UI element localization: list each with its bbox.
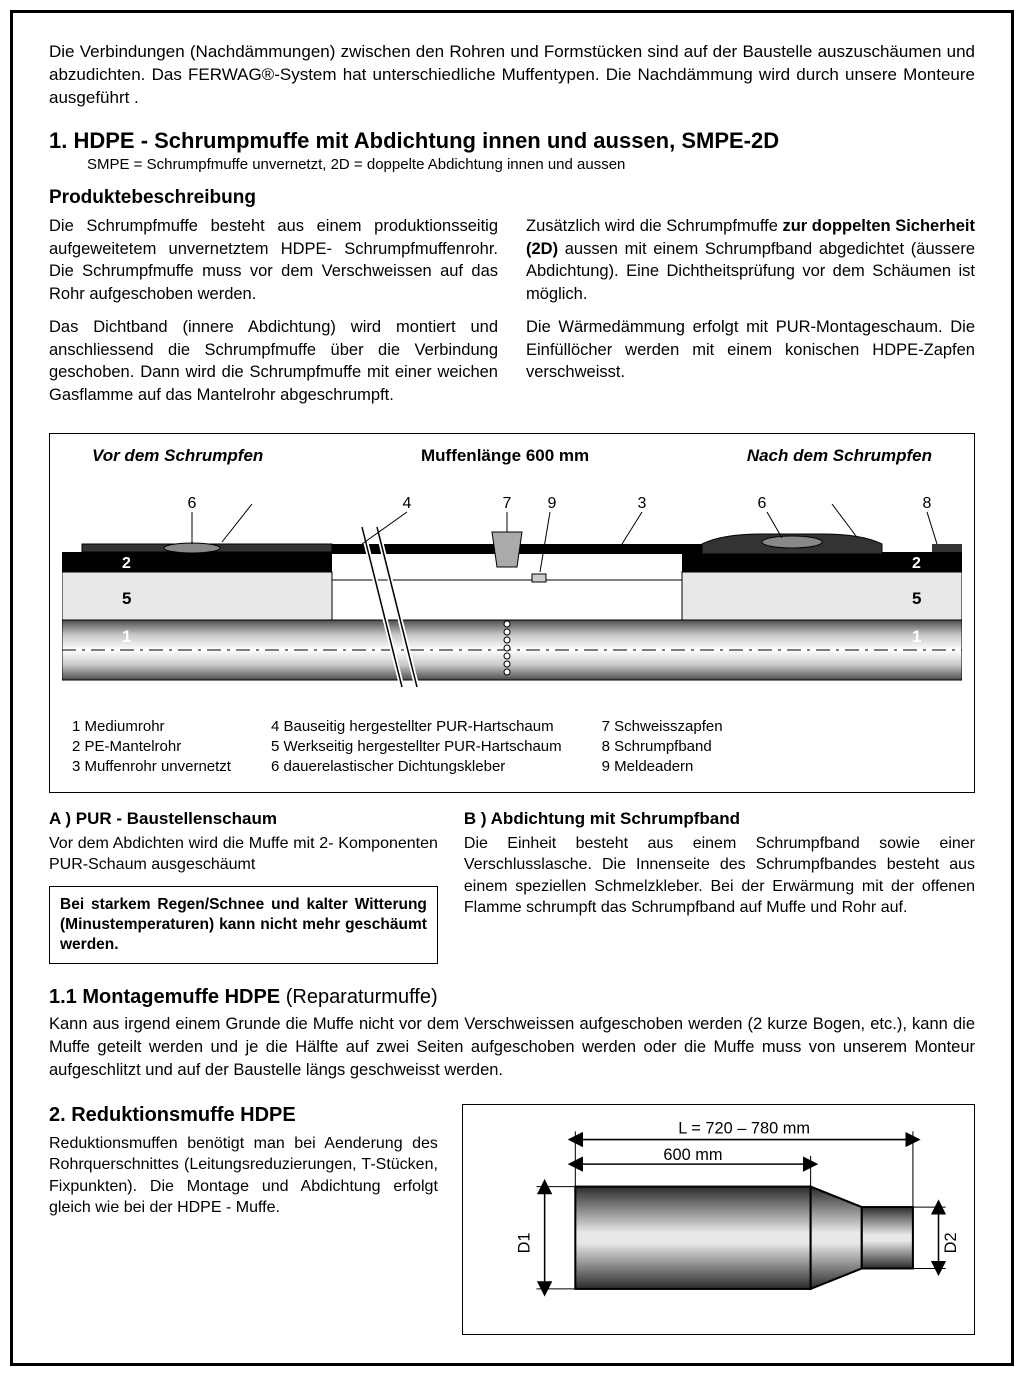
section-a-warning: Bei starkem Regen/Schnee und kalter Witt… (49, 886, 438, 964)
product-desc-columns: Die Schrumpfmuffe besteht aus einem prod… (49, 215, 975, 417)
figure-2-diagram: L = 720 – 780 mm 600 mm D1 D2 (473, 1115, 964, 1320)
svg-text:5: 5 (122, 589, 131, 608)
section-1-subtitle: SMPE = Schrumpfmuffe unvernetzt, 2D = do… (87, 156, 975, 173)
figure-2-box: L = 720 – 780 mm 600 mm D1 D2 (462, 1104, 975, 1336)
svg-text:5: 5 (912, 589, 921, 608)
fig1-label-left: Vor dem Schrumpfen (92, 446, 263, 466)
desc-left-p1: Die Schrumpfmuffe besteht aus einem prod… (49, 215, 498, 306)
section-b-title: B ) Abdichtung mit Schrumpfband (464, 809, 975, 829)
svg-text:7: 7 (503, 495, 512, 512)
desc-right-p1: Zusätzlich wird die Schrumpfmuffe zur do… (526, 215, 975, 306)
svg-text:6: 6 (758, 495, 767, 512)
svg-text:D1: D1 (515, 1232, 533, 1253)
desc-left-p2: Das Dichtband (innere Abdichtung) wird m… (49, 316, 498, 407)
figure-1-box: Vor dem Schrumpfen Muffenlänge 600 mm Na… (49, 433, 975, 793)
product-desc-heading: Produktebeschreibung (49, 187, 975, 209)
svg-text:9: 9 (548, 495, 557, 512)
desc-right-p2: Die Wärmedämmung erfolgt mit PUR-Montage… (526, 316, 975, 384)
section-1-1-title: 1.1 Montagemuffe HDPE (Reparaturmuffe) (49, 986, 975, 1009)
section-a-title: A ) PUR - Baustellenschaum (49, 809, 438, 829)
section-b-text: Die Einheit besteht aus einem Schrumpfba… (464, 833, 975, 919)
section-1-1-text: Kann aus irgend einem Grunde die Muffe n… (49, 1013, 975, 1081)
fig1-label-center: Muffenlänge 600 mm (421, 446, 589, 466)
figure-1-diagram: 6 4 7 9 3 6 8 2 2 5 5 1 (62, 472, 962, 702)
svg-text:L = 720 – 780 mm: L = 720 – 780 mm (678, 1119, 810, 1137)
svg-text:D2: D2 (942, 1232, 960, 1253)
figure-1-legend: 1 Mediumrohr2 PE-Mantelrohr3 Muffenrohr … (62, 717, 962, 778)
svg-text:2: 2 (912, 555, 921, 572)
svg-text:4: 4 (403, 495, 412, 512)
section-2-title: 2. Reduktionsmuffe HDPE (49, 1104, 438, 1127)
section-1-title: 1. HDPE - Schrumpmuffe mit Abdichtung in… (49, 128, 975, 154)
fig1-label-right: Nach dem Schrumpfen (747, 446, 932, 466)
section-2-text: Reduktionsmuffen benötigt man bei Aender… (49, 1133, 438, 1219)
svg-text:600 mm: 600 mm (663, 1146, 722, 1164)
intro-text: Die Verbindungen (Nachdämmungen) zwische… (49, 41, 975, 110)
section-a-text: Vor dem Abdichten wird die Muffe mit 2- … (49, 833, 438, 876)
svg-text:1: 1 (122, 627, 131, 646)
svg-text:1: 1 (912, 627, 921, 646)
svg-text:8: 8 (923, 495, 932, 512)
svg-text:3: 3 (638, 495, 647, 512)
svg-text:6: 6 (188, 495, 197, 512)
svg-text:2: 2 (122, 555, 131, 572)
